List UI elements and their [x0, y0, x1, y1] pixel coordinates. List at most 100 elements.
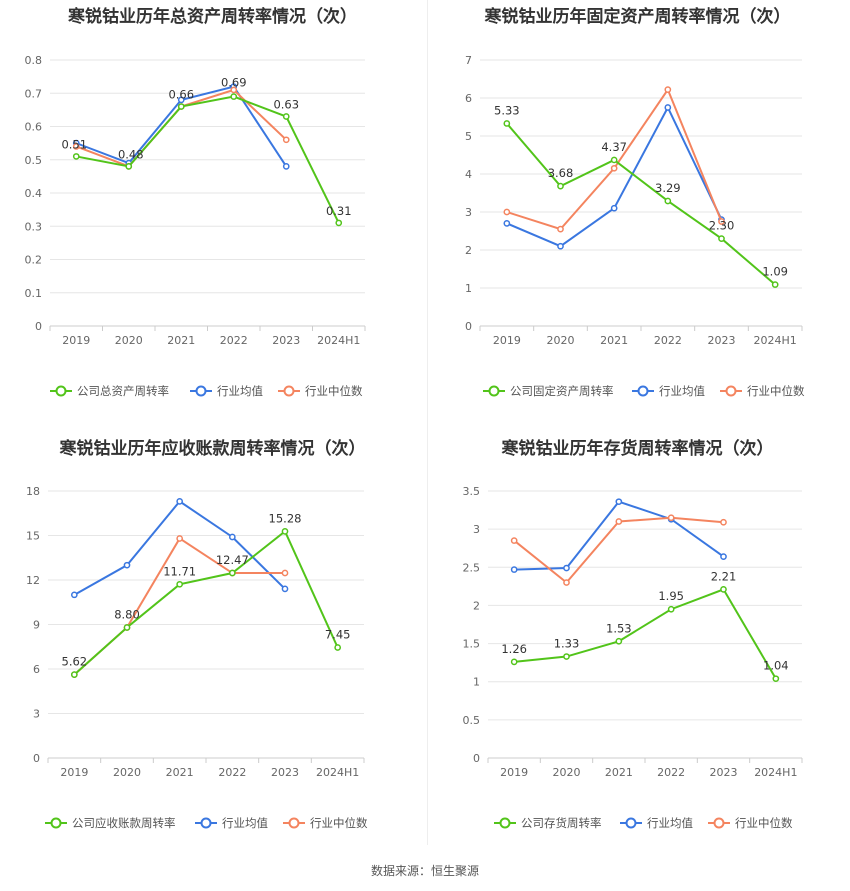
- legend-label: 行业中位数: [310, 816, 368, 830]
- data-point-company: [281, 527, 289, 535]
- data-point-industry_avg: [610, 204, 618, 212]
- data-point-industry_avg: [281, 585, 289, 593]
- chart-svg: 0 3 6 9 12 15 18 2019 2020 2021 2022 2023 2024H1 5.62…: [26, 485, 368, 830]
- y-tick-label: 2: [465, 244, 472, 257]
- data-point-industry_avg: [563, 564, 570, 572]
- y-tick-label: 0.5: [463, 714, 481, 727]
- data-point-industry_median: [664, 86, 672, 93]
- series-line-industry_median: [513, 516, 724, 584]
- data-point-industry_median: [718, 218, 725, 225]
- data-point-industry_avg: [176, 498, 184, 505]
- chart-panel-total-asset-turnover: 寒锐钴业历年总资产周转率情况（次） 0 0.1 0.2 0.3 0.4 0.5 0.6 0.7…: [0, 0, 425, 432]
- chart-svg: 0 0.1 0.2 0.3 0.4 0.5 0.6 0.7 0.8 2019 2020 2021 202…: [25, 54, 366, 398]
- legend-item-industry_median: 行业中位数: [278, 384, 363, 398]
- legend-label: 行业中位数: [305, 384, 363, 398]
- data-label: 2.30: [709, 219, 735, 233]
- legend-item-industry_avg: 行业均值: [190, 384, 263, 398]
- x-tick-label: 2023: [708, 334, 736, 347]
- x-tick-label: 2020: [547, 334, 575, 347]
- x-tick-label: 2019: [500, 766, 528, 779]
- y-tick-label: 0: [473, 752, 480, 765]
- data-label: 3.29: [655, 181, 681, 195]
- y-tick-label: 0: [465, 320, 472, 333]
- data-label: 1.04: [763, 659, 789, 673]
- data-point-industry_median: [557, 225, 564, 233]
- data-point-company: [176, 580, 184, 588]
- data-point-industry_avg: [510, 566, 518, 573]
- legend-label: 公司固定资产周转率: [510, 384, 614, 398]
- legend-item-industry_avg: 行业均值: [195, 816, 268, 830]
- legend-item-industry_median: 行业中位数: [708, 816, 793, 830]
- y-tick-label: 2.5: [463, 561, 481, 574]
- data-point-company: [228, 569, 236, 577]
- data-point-company: [563, 653, 570, 660]
- series-line-industry_avg: [514, 500, 725, 571]
- x-tick-label: 2021: [166, 766, 194, 779]
- data-point-industry_median: [503, 208, 511, 216]
- data-point-company: [510, 658, 518, 666]
- y-tick-label: 18: [26, 485, 40, 498]
- data-point-company: [615, 637, 623, 645]
- data-label: 4.37: [601, 140, 627, 154]
- x-tick-label: 2022: [218, 766, 246, 779]
- legend-marker: [195, 385, 207, 397]
- data-point-industry_median: [510, 537, 518, 544]
- data-point-company: [664, 197, 672, 205]
- panel-divider: [427, 0, 428, 845]
- x-tick-label: 2020: [113, 766, 141, 779]
- y-tick-label: 0: [33, 752, 40, 765]
- x-tick-label: 2020: [553, 766, 581, 779]
- legend-label: 行业均值: [217, 384, 263, 398]
- series-line-company: [73, 529, 339, 676]
- data-point-industry_avg: [615, 498, 623, 506]
- data-label: 12.47: [216, 553, 249, 567]
- series-line-company: [514, 588, 777, 680]
- legend-marker: [50, 817, 62, 829]
- legend-marker: [637, 385, 649, 397]
- data-point-industry_avg: [720, 553, 727, 560]
- y-tick-label: 0.8: [25, 54, 43, 67]
- data-label: 0.69: [221, 76, 247, 90]
- y-tick-label: 4: [465, 168, 472, 181]
- chart-title: 寒锐钴业历年总资产周转率情况（次）: [68, 7, 357, 27]
- data-point-industry_median: [667, 514, 675, 522]
- legend-marker: [55, 385, 67, 397]
- data-label: 0.51: [61, 137, 87, 151]
- legend-item-industry_median: 行业中位数: [283, 816, 368, 830]
- legend-item-company: 公司总资产周转率: [50, 384, 169, 398]
- data-point-company: [334, 644, 342, 651]
- y-tick-label: 7: [465, 54, 472, 67]
- legend-item-company: 公司应收账款周转率: [45, 816, 176, 830]
- data-point-company: [335, 219, 343, 227]
- data-point-industry_median: [282, 136, 290, 144]
- data-source: 数据来源：恒生聚源: [370, 864, 479, 878]
- x-tick-label: 2022: [220, 334, 248, 347]
- data-label: 7.45: [325, 627, 351, 641]
- data-label: 15.28: [269, 511, 302, 525]
- data-point-company: [720, 586, 727, 593]
- chart-panel-receivables-turnover: 寒锐钴业历年应收账款周转率情况（次） 0 3 6 9 12 15 18 2019 2020 202…: [0, 432, 425, 864]
- y-tick-label: 3.5: [463, 485, 481, 498]
- legend-label: 行业中位数: [735, 816, 793, 830]
- legend-marker: [283, 385, 295, 397]
- y-tick-label: 0.4: [25, 187, 43, 200]
- y-tick-label: 0.5: [25, 154, 43, 167]
- data-point-industry_median: [615, 518, 623, 525]
- chart-panel-fixed-asset-turnover: 寒锐钴业历年固定资产周转率情况（次） 0 1 2 3 4 5 6 7 2019 2020 2021 2…: [425, 0, 850, 432]
- x-tick-label: 2021: [167, 334, 195, 347]
- legend-label: 公司存货周转率: [521, 816, 602, 830]
- data-point-company: [718, 235, 725, 242]
- y-tick-label: 6: [465, 92, 472, 105]
- data-label: 0.63: [273, 98, 299, 112]
- data-label: 1.95: [658, 589, 684, 603]
- data-point-company: [230, 93, 238, 100]
- data-label: 0.48: [118, 147, 144, 161]
- data-point-industry_avg: [123, 561, 131, 569]
- x-tick-label: 2023: [710, 766, 738, 779]
- data-point-industry_avg: [557, 242, 564, 250]
- y-tick-label: 0.1: [25, 287, 43, 300]
- y-tick-label: 2: [473, 599, 480, 612]
- x-tick-label: 2023: [271, 766, 299, 779]
- x-tick-label: 2019: [62, 334, 90, 347]
- legend-marker: [725, 385, 737, 397]
